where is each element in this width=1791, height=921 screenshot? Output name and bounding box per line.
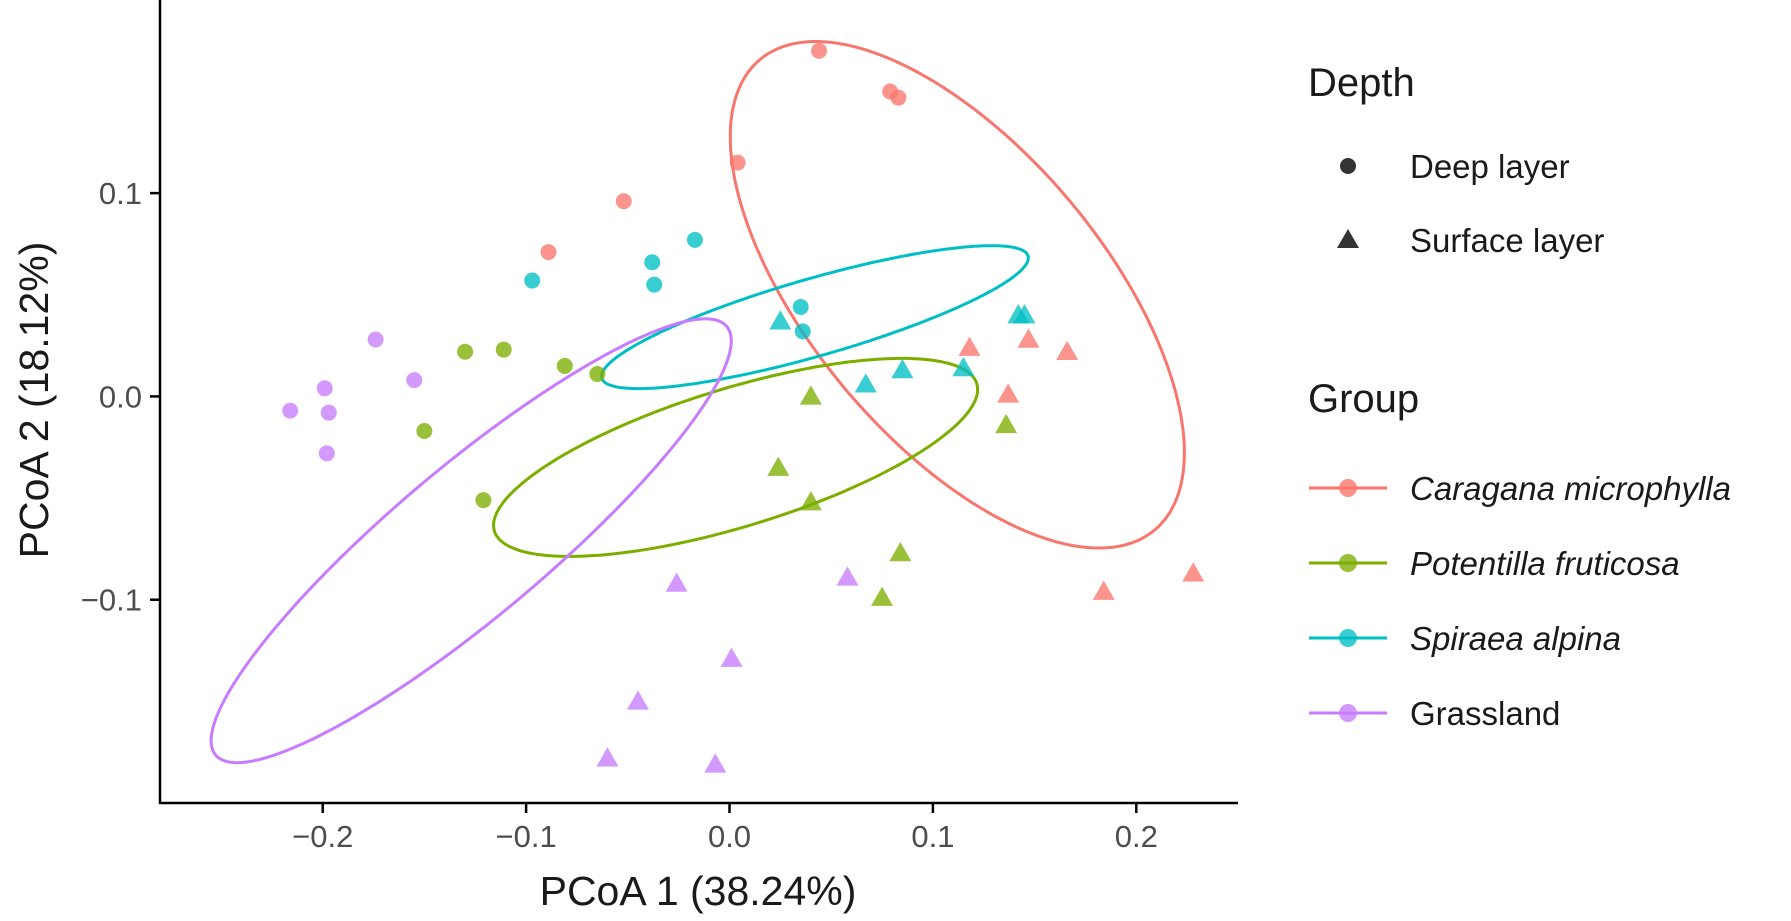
ellipse-potentilla-fruticosa: [492, 356, 980, 558]
legend-group: Group Caragana microphylla Potentilla fru…: [1308, 377, 1731, 732]
legend-label-spiraea-alpina: Spiraea alpina: [1410, 620, 1621, 657]
legend-label-caragana-microphylla: Caragana microphylla: [1410, 470, 1731, 507]
point-deep-grassland: [282, 402, 299, 419]
legend-surface-layer-label: Surface layer: [1410, 222, 1604, 259]
point-surface-caragana-microphylla: [1017, 328, 1040, 348]
legend-deep-layer-label: Deep layer: [1410, 148, 1570, 185]
point-surface-grassland: [720, 647, 743, 667]
point-deep-grassland: [367, 331, 384, 348]
legend-depth-title: Depth: [1308, 61, 1415, 105]
point-deep-spiraea-alpina: [524, 272, 541, 289]
point-surface-grassland: [836, 566, 859, 586]
point-deep-spiraea-alpina: [792, 298, 809, 315]
point-deep-potentilla-fruticosa: [475, 492, 492, 509]
point-deep-spiraea-alpina: [794, 323, 811, 340]
point-deep-potentilla-fruticosa: [556, 357, 573, 374]
x-tick-label: 0.2: [1115, 819, 1158, 854]
point-deep-potentilla-fruticosa: [495, 341, 512, 358]
point-deep-grassland: [320, 404, 337, 421]
point-surface-grassland: [596, 747, 619, 767]
point-deep-caragana-microphylla: [615, 193, 632, 210]
point-surface-grassland: [626, 690, 649, 710]
point-surface-caragana-microphylla: [997, 383, 1020, 403]
point-surface-grassland: [704, 753, 727, 773]
ellipse-grassland: [209, 317, 733, 765]
point-surface-spiraea-alpina: [952, 356, 975, 377]
point-deep-caragana-microphylla: [729, 154, 746, 171]
legend-label-grassland: Grassland: [1410, 695, 1560, 732]
x-tick-label: 0.0: [708, 819, 751, 854]
legend-key-marker-grassland: [1339, 704, 1357, 722]
legend-deep-layer-marker: [1340, 158, 1356, 174]
point-deep-caragana-microphylla: [811, 42, 828, 59]
legend-key-marker-spiraea-alpina: [1339, 629, 1357, 647]
y-tick-label: 0.1: [99, 176, 142, 211]
point-deep-caragana-microphylla: [890, 89, 907, 106]
point-deep-grassland: [318, 445, 335, 462]
point-surface-spiraea-alpina: [1013, 304, 1036, 324]
point-surface-potentilla-fruticosa: [995, 413, 1018, 434]
point-deep-spiraea-alpina: [686, 231, 703, 248]
point-surface-spiraea-alpina: [854, 373, 877, 393]
x-tick-label: −0.2: [292, 819, 353, 854]
y-axis-label: PCoA 2 (18.12%): [11, 242, 57, 559]
point-surface-caragana-microphylla: [1182, 562, 1205, 582]
point-surface-spiraea-alpina: [769, 310, 792, 330]
axes: −0.2 −0.1 0.0 0.1 0.2 −0.1 0.0 0.1: [81, 0, 1238, 854]
point-surface-potentilla-fruticosa: [767, 456, 790, 476]
data-points: [282, 42, 1205, 773]
point-surface-caragana-microphylla: [1092, 580, 1115, 600]
point-surface-spiraea-alpina: [891, 358, 914, 379]
point-deep-spiraea-alpina: [644, 254, 661, 271]
y-ticks: −0.1 0.0 0.1: [81, 176, 160, 618]
point-deep-potentilla-fruticosa: [589, 366, 606, 383]
point-surface-grassland: [665, 572, 688, 592]
y-tick-label: −0.1: [81, 583, 142, 618]
ellipse-caragana-microphylla: [728, 40, 1186, 550]
legend-key-marker-caragana-microphylla: [1339, 479, 1357, 497]
legend-key-marker-potentilla-fruticosa: [1339, 554, 1357, 572]
point-deep-potentilla-fruticosa: [416, 422, 433, 439]
point-surface-caragana-microphylla: [1056, 340, 1079, 360]
legend-surface-layer-marker: [1337, 229, 1359, 248]
x-tick-label: −0.1: [496, 819, 557, 854]
point-surface-potentilla-fruticosa: [799, 385, 822, 405]
point-deep-spiraea-alpina: [646, 276, 663, 293]
point-surface-potentilla-fruticosa: [889, 541, 912, 562]
x-ticks: −0.2 −0.1 0.0 0.1 0.2: [292, 803, 1158, 854]
point-surface-potentilla-fruticosa: [871, 586, 894, 606]
legend-depth: Depth Deep layer Surface layer: [1308, 61, 1604, 259]
legend-label-potentilla-fruticosa: Potentilla fruticosa: [1410, 545, 1680, 582]
y-tick-label: 0.0: [99, 379, 142, 414]
point-deep-caragana-microphylla: [540, 244, 557, 261]
point-deep-grassland: [406, 372, 423, 389]
point-deep-potentilla-fruticosa: [457, 343, 474, 360]
point-deep-grassland: [316, 380, 333, 397]
point-surface-potentilla-fruticosa: [799, 491, 822, 511]
x-tick-label: 0.1: [911, 819, 954, 854]
confidence-ellipses: [209, 40, 1186, 765]
legend-group-title: Group: [1308, 377, 1419, 421]
point-surface-caragana-microphylla: [958, 336, 981, 356]
x-axis-label: PCoA 1 (38.24%): [540, 868, 857, 914]
